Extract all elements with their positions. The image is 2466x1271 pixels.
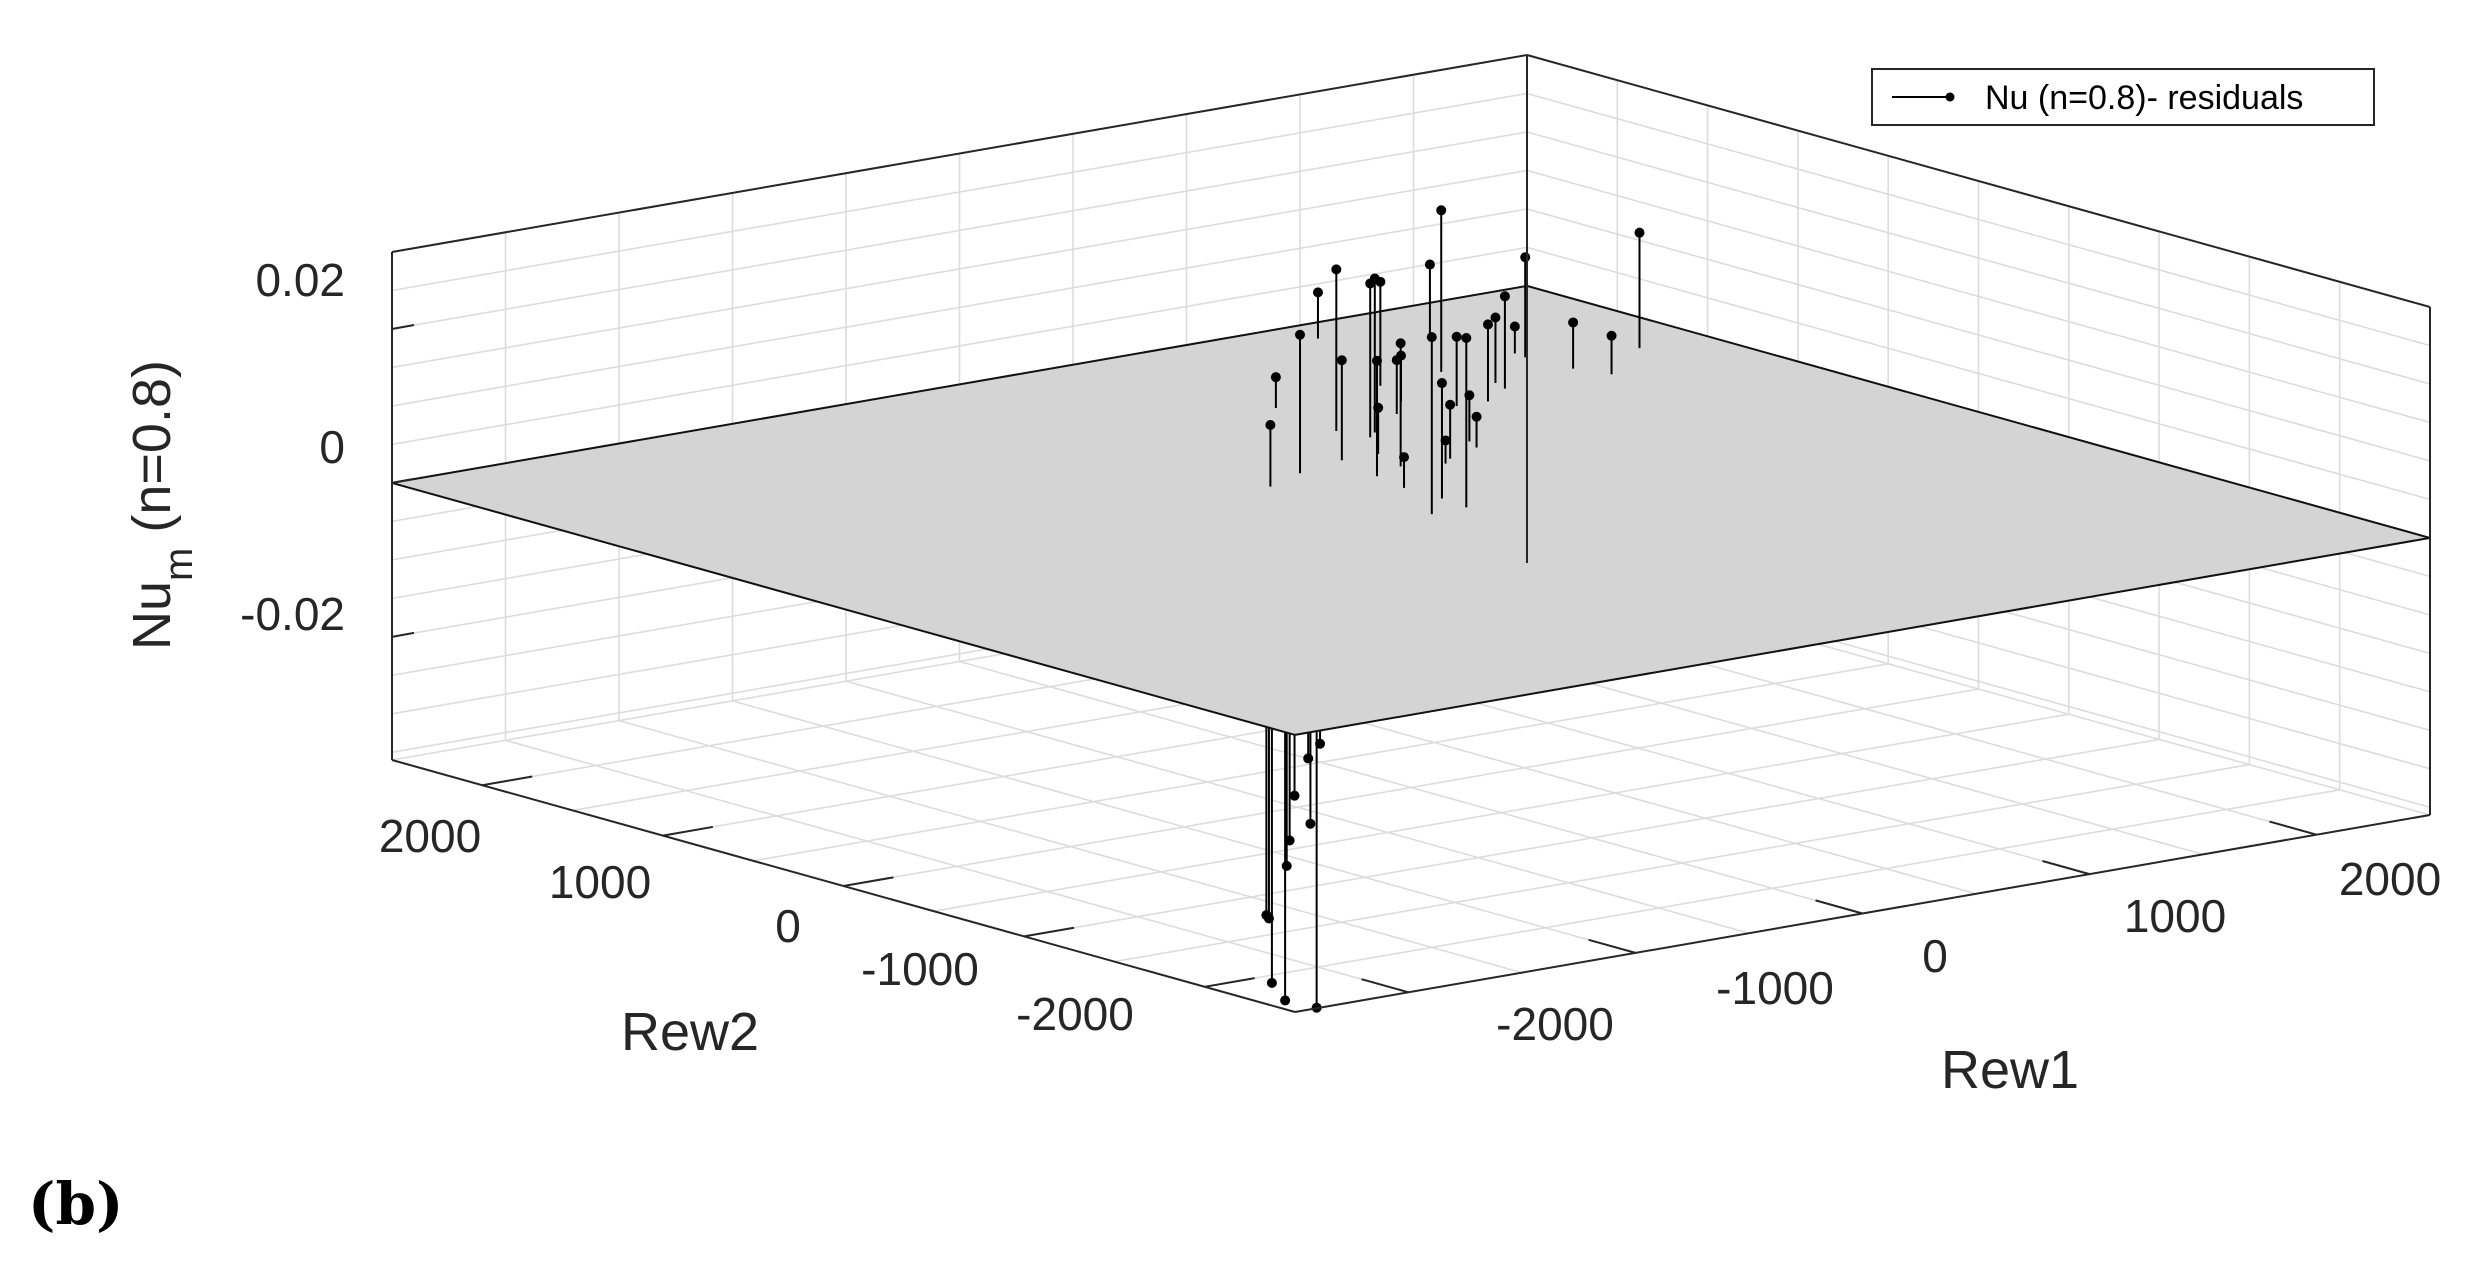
residual-marker bbox=[1509, 321, 1520, 332]
grid-line-floor-y bbox=[753, 663, 1889, 862]
residual-marker bbox=[1451, 331, 1462, 342]
residual-marker bbox=[1312, 287, 1323, 298]
grid-line-sidewall-z bbox=[1526, 208, 2431, 462]
grid-line-sidewall-z bbox=[1526, 92, 2431, 347]
y-tick-label: 1000 bbox=[549, 856, 651, 908]
x-tick-mark bbox=[1361, 978, 1409, 994]
residual-marker bbox=[1270, 372, 1281, 383]
grid-line-floor-y bbox=[1114, 763, 2250, 963]
grid-line-floor-y bbox=[1204, 789, 2340, 988]
x-tick-label: 1000 bbox=[2124, 890, 2226, 942]
z-tick-labels: -0.02 0 0.02 bbox=[240, 254, 345, 640]
z-tick-mark bbox=[391, 477, 415, 484]
y-tick-mark bbox=[482, 775, 533, 787]
residual-marker bbox=[1520, 252, 1531, 263]
residual-marker bbox=[1395, 338, 1406, 349]
residual-marker bbox=[1440, 435, 1451, 446]
residual-marker bbox=[1424, 259, 1435, 270]
x-tick-mark bbox=[1588, 938, 1636, 954]
y-tick-labels: -2000 -1000 0 1000 2000 bbox=[379, 810, 1134, 1040]
x-tick-mark bbox=[1815, 899, 1863, 915]
x-tick-label: 2000 bbox=[2339, 853, 2441, 905]
grid-line-backwall-z bbox=[391, 131, 1528, 330]
residual-marker bbox=[1461, 333, 1472, 344]
residual-marker bbox=[1568, 317, 1579, 328]
z-tick-mark bbox=[391, 631, 415, 638]
z-tick-label: 0.02 bbox=[255, 254, 345, 306]
residual-marker bbox=[1371, 355, 1382, 366]
grid-line-backwall-z bbox=[391, 92, 1528, 292]
y-axis-label: Rew2 bbox=[621, 1002, 759, 1062]
legend: Nu (n=0.8)- residuals bbox=[1871, 68, 2375, 126]
residual-marker bbox=[1445, 399, 1456, 410]
residual-marker bbox=[1436, 205, 1447, 216]
residual-marker bbox=[1280, 995, 1291, 1006]
residual-marker bbox=[1426, 332, 1437, 343]
grid-line-backwall-z bbox=[391, 246, 1528, 446]
x-tick-label: -2000 bbox=[1496, 998, 1614, 1050]
grid-line-backwall-z bbox=[391, 208, 1528, 407]
residual-marker bbox=[1391, 355, 1402, 366]
residual-marker bbox=[1399, 452, 1410, 463]
x-tick-mark bbox=[2269, 820, 2317, 836]
top-back-edge bbox=[391, 54, 1528, 253]
z-axis-label-rest: (n=0.8) bbox=[122, 360, 182, 548]
x-tick-labels: -2000 -1000 0 1000 2000 bbox=[1496, 853, 2441, 1050]
residual-marker bbox=[1499, 291, 1510, 302]
z-axis-label: Num (n=0.8) bbox=[122, 360, 201, 650]
residual-marker bbox=[1436, 378, 1447, 389]
residual-marker bbox=[1331, 264, 1342, 275]
residual-marker bbox=[1482, 319, 1493, 330]
residual-marker bbox=[1281, 860, 1292, 871]
z-tick-mark bbox=[391, 323, 415, 330]
residual-marker bbox=[1471, 411, 1482, 422]
residual-marker bbox=[1634, 227, 1645, 238]
residual-marker bbox=[1606, 330, 1617, 341]
top-right-edge bbox=[1526, 54, 2431, 308]
z-tick-label: -0.02 bbox=[240, 588, 345, 640]
y-tick-label: -1000 bbox=[861, 943, 979, 995]
y-tick-mark bbox=[843, 876, 894, 887]
z-tick-label: 0 bbox=[319, 421, 345, 473]
residual-marker bbox=[1289, 790, 1300, 801]
residual-marker bbox=[1373, 402, 1384, 413]
y-tick-label: 0 bbox=[775, 900, 801, 952]
residual-marker bbox=[1490, 312, 1501, 323]
y-tick-mark bbox=[662, 825, 714, 837]
residual-marker bbox=[1295, 329, 1306, 340]
x-tick-label: 0 bbox=[1922, 930, 1948, 982]
legend-entry: Nu (n=0.8)- residuals bbox=[1985, 79, 2303, 117]
axis-ticks bbox=[391, 323, 2317, 994]
y-tick-mark bbox=[1204, 977, 1255, 988]
grid-line-sidewall-z bbox=[1526, 169, 2431, 424]
grid-line-backwall-z bbox=[391, 169, 1528, 369]
grid-line-sidewall-z bbox=[1526, 131, 2431, 385]
z-axis-label-main: Nu bbox=[122, 581, 182, 650]
grid-line-floor-y bbox=[843, 688, 1979, 887]
legend-marker-sample bbox=[1945, 92, 1955, 102]
grid-line-sidewall-z bbox=[1526, 246, 2431, 501]
residual-marker bbox=[1303, 753, 1314, 764]
residual-marker bbox=[1266, 977, 1277, 988]
x-tick-label: -1000 bbox=[1716, 962, 1834, 1014]
panel-label: (b) bbox=[28, 1170, 124, 1238]
residual-marker bbox=[1365, 278, 1376, 289]
residual-marker bbox=[1305, 818, 1316, 829]
y-tick-label: -2000 bbox=[1016, 988, 1134, 1040]
x-tick-mark bbox=[2042, 860, 2090, 876]
residual-marker bbox=[1265, 420, 1276, 431]
y-tick-mark bbox=[1023, 926, 1075, 938]
x-axis-label: Rew1 bbox=[1941, 1040, 2079, 1100]
grid-line-floor-y bbox=[1023, 738, 2160, 938]
z-axis-label-subscript: m bbox=[157, 548, 201, 581]
legend-box bbox=[1871, 68, 2375, 126]
residual-marker bbox=[1336, 355, 1347, 366]
grid-line-floor-y bbox=[933, 713, 2069, 912]
y-tick-label: 2000 bbox=[379, 810, 481, 862]
residual-stems-above-plane bbox=[1265, 205, 1645, 515]
